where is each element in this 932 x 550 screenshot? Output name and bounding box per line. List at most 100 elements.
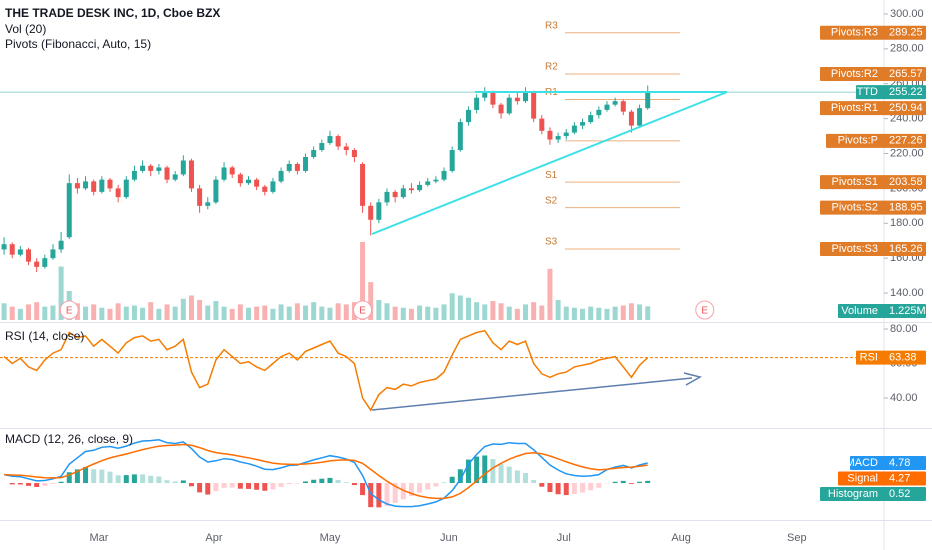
volume-bar bbox=[221, 306, 227, 320]
histogram-bar bbox=[197, 483, 203, 493]
volume-bar bbox=[286, 306, 292, 320]
pivot-tag: S2 bbox=[545, 195, 558, 206]
histogram-bar bbox=[58, 481, 64, 484]
badge-label: Pivots:R2 bbox=[831, 68, 878, 80]
histogram-bar bbox=[465, 459, 471, 484]
candle-body bbox=[91, 181, 97, 192]
histogram-bar bbox=[645, 480, 651, 484]
volume-bar bbox=[514, 308, 520, 320]
candle-body bbox=[490, 92, 496, 105]
badges: Pivots:R3 289.25 Pivots:R2 265.57 TTD 255.22 P… bbox=[820, 25, 926, 501]
histogram-bar bbox=[547, 483, 553, 493]
histogram-bar bbox=[205, 483, 211, 495]
x-tick-label: May bbox=[320, 532, 341, 544]
badge-label: Histogram bbox=[828, 488, 878, 500]
earnings-label: E bbox=[701, 306, 708, 317]
badge-box bbox=[820, 175, 926, 190]
histogram-bar bbox=[425, 483, 431, 490]
badge-value: 289.25 bbox=[889, 27, 923, 39]
badge-value: 63.38 bbox=[889, 352, 917, 364]
candle-body bbox=[140, 165, 146, 171]
volume-bar bbox=[482, 304, 488, 320]
candle-body bbox=[400, 188, 406, 198]
volume-bar bbox=[148, 302, 154, 320]
histogram-bar bbox=[311, 479, 317, 484]
rsi-line bbox=[3, 329, 649, 412]
candle-body bbox=[83, 181, 89, 189]
histogram-bar bbox=[563, 483, 569, 496]
badge-box bbox=[820, 486, 926, 501]
volume-bar bbox=[343, 304, 349, 320]
volume-bar bbox=[123, 306, 129, 320]
volume-bar bbox=[237, 304, 243, 320]
marks: 140.00160.00180.00200.00220.00240.00260.… bbox=[0, 8, 924, 544]
histogram-bar bbox=[17, 483, 23, 485]
candle-body bbox=[254, 179, 260, 187]
candle-body bbox=[645, 92, 651, 109]
candle-body bbox=[441, 170, 447, 180]
histogram-bar bbox=[50, 483, 56, 484]
badge-label: MACD bbox=[846, 457, 878, 469]
candle-body bbox=[425, 181, 431, 185]
volume-bar bbox=[245, 307, 251, 320]
candle-body bbox=[539, 118, 545, 131]
y-tick-label: 180.00 bbox=[890, 217, 924, 229]
histogram-bar bbox=[482, 455, 488, 484]
candle-body bbox=[417, 184, 423, 191]
histogram-bar bbox=[245, 483, 251, 489]
x-tick-label: Apr bbox=[205, 532, 222, 544]
histogram-bar bbox=[115, 475, 121, 484]
histogram-bar bbox=[180, 480, 186, 484]
volume-bar bbox=[17, 308, 23, 320]
candle-body bbox=[205, 202, 211, 206]
badge-box bbox=[826, 133, 926, 148]
volume-bar bbox=[417, 305, 423, 320]
histogram-bar bbox=[474, 456, 480, 484]
volume-bar bbox=[99, 307, 105, 320]
volume-bar bbox=[303, 305, 309, 320]
signal-line bbox=[4, 443, 648, 500]
histogram-bar bbox=[531, 480, 537, 484]
volume-bar bbox=[547, 268, 553, 320]
histogram-bar bbox=[131, 474, 137, 484]
volume-bar bbox=[571, 307, 577, 320]
badge-value: 0.52 bbox=[889, 488, 910, 500]
histogram-bar bbox=[490, 458, 496, 484]
volume-bar bbox=[50, 305, 56, 320]
volume-bar bbox=[449, 293, 455, 320]
candle-body bbox=[612, 101, 618, 105]
x-tick-label: Aug bbox=[671, 532, 691, 544]
candle-body bbox=[237, 174, 243, 184]
volume-bar bbox=[400, 307, 406, 320]
candle-body bbox=[311, 150, 317, 157]
histogram-bar bbox=[254, 483, 260, 490]
candle-body bbox=[392, 191, 398, 198]
pivot-tag: R3 bbox=[545, 20, 558, 31]
badge-value: 1.225M bbox=[889, 305, 926, 317]
badge-box bbox=[820, 200, 926, 215]
candle-body bbox=[1, 244, 7, 250]
volume-bar bbox=[628, 303, 634, 320]
pivot-tag: R2 bbox=[545, 62, 558, 73]
histogram-bar bbox=[449, 476, 455, 484]
volume-bar bbox=[188, 295, 194, 320]
histogram-bar bbox=[360, 483, 366, 496]
candle-body bbox=[74, 183, 80, 189]
volume-bar bbox=[490, 301, 496, 320]
histogram-bar bbox=[343, 482, 349, 484]
histogram-bar bbox=[514, 470, 520, 484]
volume-bar bbox=[506, 306, 512, 320]
volume-bar bbox=[270, 308, 276, 320]
volume-bar bbox=[425, 306, 431, 320]
histogram-bar bbox=[66, 472, 72, 484]
volume-bar bbox=[26, 304, 32, 320]
candle-body bbox=[164, 167, 170, 180]
badge-value: 4.27 bbox=[889, 472, 910, 484]
candle-body bbox=[531, 92, 537, 119]
histogram-bar bbox=[229, 483, 235, 488]
histogram-bar bbox=[237, 483, 243, 489]
histogram-bar bbox=[368, 483, 374, 508]
candle-body bbox=[588, 115, 594, 123]
volume-bar bbox=[156, 308, 162, 320]
candle-body bbox=[620, 101, 626, 112]
